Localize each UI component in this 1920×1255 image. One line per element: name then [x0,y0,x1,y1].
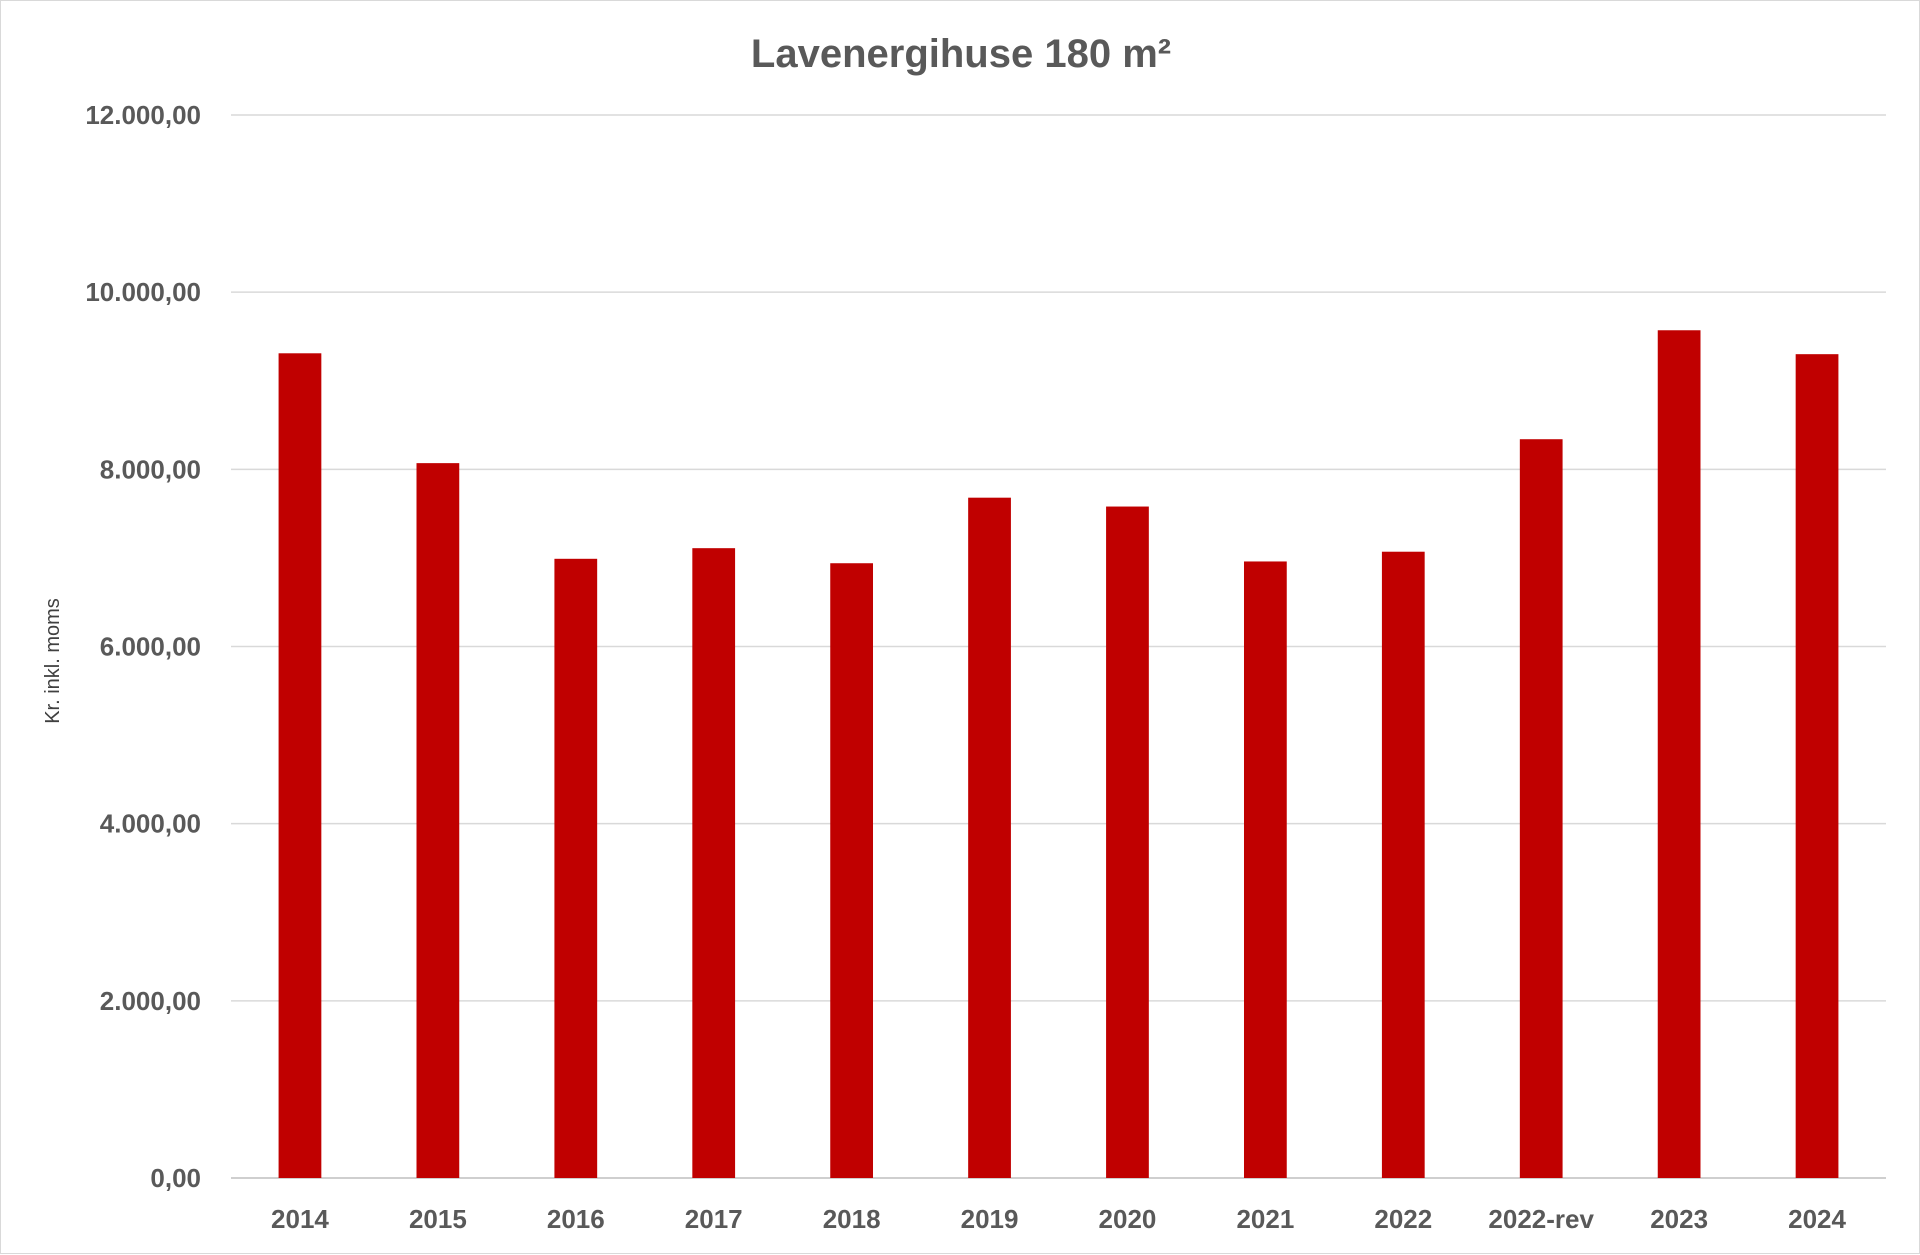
x-tick-label: 2015 [409,1204,467,1234]
x-tick-label: 2016 [547,1204,605,1234]
y-axis-ticks: 0,00 2.000,00 4.000,00 6.000,00 8.000,00 10.0… [85,100,201,1193]
y-tick-label: 8.000,00 [100,454,201,484]
y-tick-label: 6.000,00 [100,632,201,662]
bar-2014 [278,353,322,1178]
bar-2018 [830,563,874,1178]
x-tick-label: 2024 [1788,1204,1846,1234]
chart-title: Lavenergihuse 180 m² [751,32,1171,76]
x-tick-label: 2018 [823,1204,881,1234]
y-tick-label: 10.000,00 [85,277,201,307]
x-tick-label: 2022 [1374,1204,1432,1234]
bar-2015 [416,463,460,1178]
x-tick-label: 2023 [1650,1204,1708,1234]
y-tick-label: 2.000,00 [100,986,201,1016]
x-tick-label: 2019 [961,1204,1019,1234]
bar-2021 [1243,561,1287,1178]
x-tick-label: 2021 [1236,1204,1294,1234]
x-tick-label: 2022-rev [1488,1204,1594,1234]
bar-2022 [1381,551,1425,1178]
bar-2017 [692,548,736,1178]
y-axis-label: Kr. inkl. moms [42,598,64,724]
bar-2020 [1106,506,1149,1178]
bar-2022-rev [1519,439,1563,1179]
bar-2024 [1795,354,1839,1178]
y-tick-label: 12.000,00 [85,100,201,130]
x-tick-label: 2017 [685,1204,743,1234]
x-tick-label: 2014 [271,1204,329,1234]
bar-2019 [968,497,1011,1178]
y-tick-label: 4.000,00 [100,809,201,839]
x-tick-label: 2020 [1099,1204,1157,1234]
gridlines [231,114,1886,1179]
bar-2023 [1657,330,1701,1178]
bars [278,330,1839,1179]
x-axis-ticks: 2014 2015 2016 2017 2018 2019 2020 2021 2022 2022… [271,1204,1846,1234]
y-tick-label: 0,00 [150,1163,201,1193]
bar-2016 [554,558,598,1178]
